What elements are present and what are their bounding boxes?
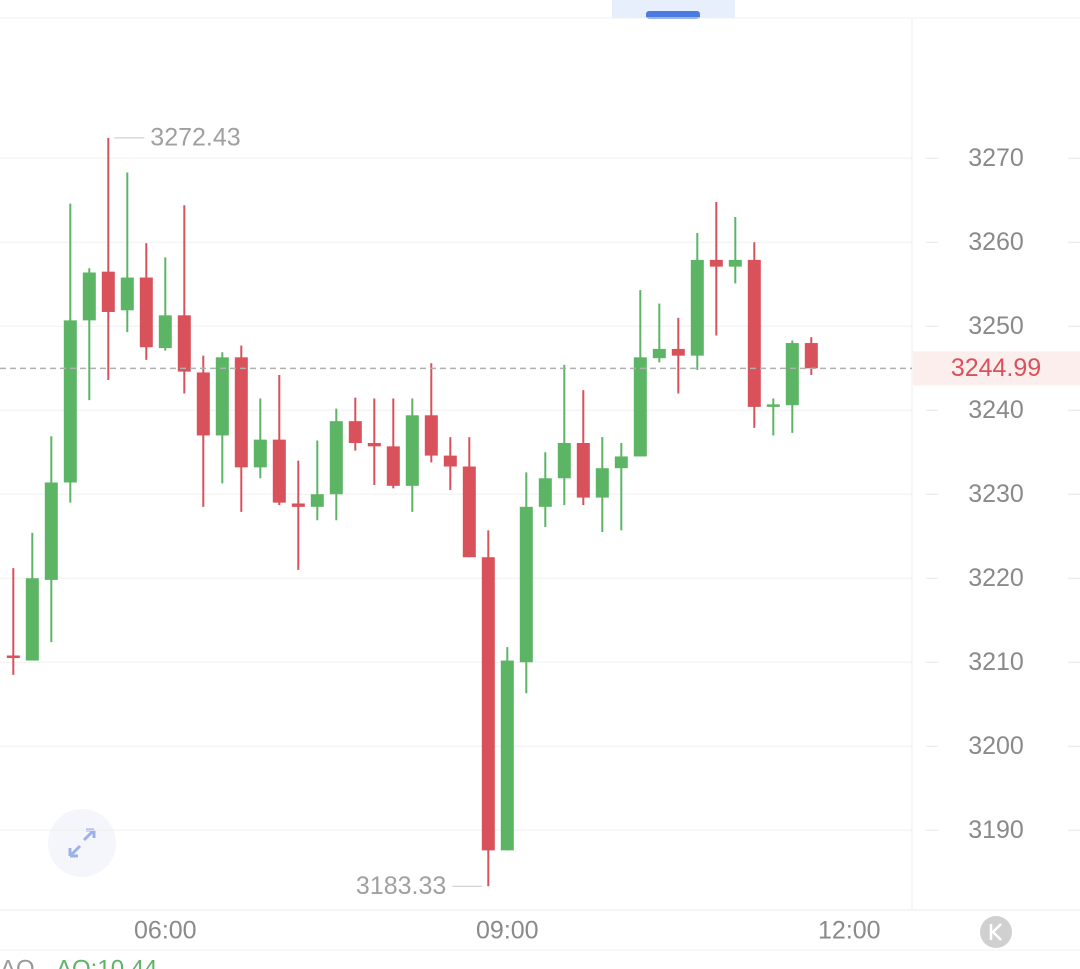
- k-icon[interactable]: [989, 923, 1002, 941]
- candle-body: [158, 315, 172, 349]
- candle-body: [139, 277, 153, 348]
- candle-body: [424, 415, 438, 456]
- candle-body: [272, 439, 286, 503]
- k-button[interactable]: [980, 916, 1012, 948]
- x-tick-label: 06:00: [134, 917, 197, 945]
- candle-body: [329, 421, 343, 495]
- candle-body: [614, 456, 628, 469]
- k-bg[interactable]: [980, 916, 1012, 948]
- candle-body: [367, 443, 381, 447]
- y-tick-label: 3230: [968, 480, 1024, 508]
- candle-body: [291, 503, 305, 507]
- candle-body: [500, 660, 514, 851]
- candle-body: [101, 271, 115, 312]
- tab-indicator: [646, 11, 700, 19]
- candle-body: [234, 357, 248, 468]
- candle-body: [63, 320, 77, 483]
- candle-body: [481, 557, 495, 851]
- y-tick-label: 3200: [968, 732, 1024, 760]
- footer-value: AQ:10.44: [56, 955, 157, 969]
- candle-body: [785, 343, 799, 406]
- high-label: 3272.43: [150, 123, 240, 151]
- plot: 3190 3200 3210 3220 3230 3240 3250 3260 3270 06:0…: [0, 123, 1080, 969]
- candle-body: [177, 315, 191, 372]
- candle-body: [690, 259, 704, 356]
- candle-body: [595, 468, 609, 498]
- low-label: 3183.33: [356, 872, 446, 900]
- last-price-bg: [913, 351, 1080, 386]
- candle-body: [196, 372, 210, 436]
- candle-body: [728, 259, 742, 267]
- x-tick-label: 12:00: [818, 917, 881, 945]
- candle-body: [82, 272, 96, 321]
- candle-body: [386, 446, 400, 486]
- candle-body: [120, 277, 134, 311]
- candle-body: [310, 494, 324, 507]
- candle-body: [253, 439, 267, 468]
- tab-highlight: [612, 0, 735, 18]
- candle-body: [633, 357, 647, 457]
- candle-body: [25, 578, 39, 661]
- expand-button[interactable]: [48, 809, 116, 877]
- candle-body: [804, 343, 818, 369]
- y-tick-label: 3210: [968, 648, 1024, 676]
- y-tick-label: 3220: [968, 564, 1024, 592]
- candle-body: [462, 466, 476, 558]
- y-tick-label: 3250: [968, 312, 1024, 340]
- candle-body: [671, 348, 685, 356]
- candle-body: [348, 421, 362, 444]
- candle-body: [557, 443, 571, 479]
- candle-body: [652, 348, 666, 359]
- candle-body: [215, 357, 229, 436]
- y-tick-label: 3240: [968, 396, 1024, 424]
- candle-body: [766, 404, 780, 407]
- candle-body: [519, 506, 533, 663]
- candle-body: [44, 482, 58, 580]
- candle-body: [538, 478, 552, 507]
- candle-body: [6, 655, 20, 659]
- candle-body: [576, 443, 590, 498]
- expand-icon[interactable]: [68, 828, 96, 858]
- candle-body: [443, 455, 457, 467]
- candle-body: [709, 259, 723, 267]
- x-tick-label: 09:00: [476, 917, 539, 945]
- candle-body: [747, 259, 761, 407]
- y-tick-label: 3190: [968, 816, 1024, 844]
- expand-bg[interactable]: [48, 809, 116, 877]
- y-tick-label: 3270: [968, 144, 1024, 172]
- y-tick-label: 3260: [968, 228, 1024, 256]
- footer-label: AQ: [0, 955, 35, 969]
- last-price-label: 3244.99: [951, 354, 1041, 382]
- candle-body: [405, 415, 419, 486]
